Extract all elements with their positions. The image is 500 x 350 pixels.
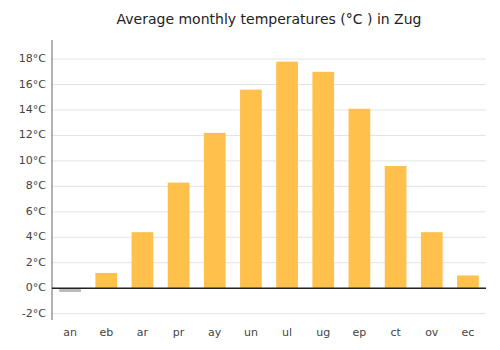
bar [95,273,117,288]
grid-line [52,186,486,187]
grid-line [52,211,486,212]
grid-line [52,160,486,161]
grid-line [52,110,486,111]
bar [240,90,262,289]
x-tick-label: an [63,326,77,339]
chart: -2°C 0°C 2°C 4°C 6°C 8°C 10°C 12°C 14°C 16°C 18°C a… [0,0,500,350]
x-tick-label: ug [316,326,330,339]
bars [59,62,479,292]
bar [312,72,334,288]
y-tick-label: -2°C [22,307,46,320]
y-axis-line [52,40,53,320]
y-axis: -2°C 0°C 2°C 4°C 6°C 8°C 10°C 12°C 14°C 16°C 18°C [19,40,52,320]
x-tick-label: eb [99,326,113,339]
bar [204,133,226,288]
bar [421,232,443,288]
y-tick-label: 14°C [19,103,46,116]
y-tick-label: 8°C [26,179,46,192]
x-tick-label: ep [353,326,367,339]
y-tick-label: 16°C [19,78,46,91]
x-tick-label: ul [282,326,292,339]
y-tick-label: 6°C [26,205,46,218]
grid-line [52,59,486,60]
grid-line [52,313,486,314]
y-tick-label: 2°C [26,256,46,269]
page: {"chart_data": {"type": "bar", "title": … [0,0,500,350]
x-tick-label: un [244,326,258,339]
y-tick-label: 12°C [19,128,46,141]
bar [349,109,371,288]
x-tick-label: ay [208,326,222,339]
zero-line [52,287,486,289]
grid-line [52,135,486,136]
bar [276,62,298,289]
x-axis: an eb ar pr ay un ul ug ep ct ov ec [63,326,474,339]
x-tick-label: ec [462,326,475,339]
x-tick-label: ct [390,326,401,339]
bar [168,183,190,289]
grid [52,59,486,314]
grid-line [52,84,486,85]
x-tick-label: pr [173,326,185,339]
bar [385,166,407,288]
x-tick-label: ov [425,326,439,339]
y-tick-label: 10°C [19,154,46,167]
y-tick-label: 18°C [19,52,46,65]
title: Average monthly temperatures (°C ) in Zu… [117,11,422,27]
bar [457,275,479,288]
y-tick-label: 4°C [26,230,46,243]
grid-line [52,288,486,289]
x-tick-label: ar [137,326,149,339]
y-tick-label: 0°C [26,281,46,294]
bar [132,232,154,288]
